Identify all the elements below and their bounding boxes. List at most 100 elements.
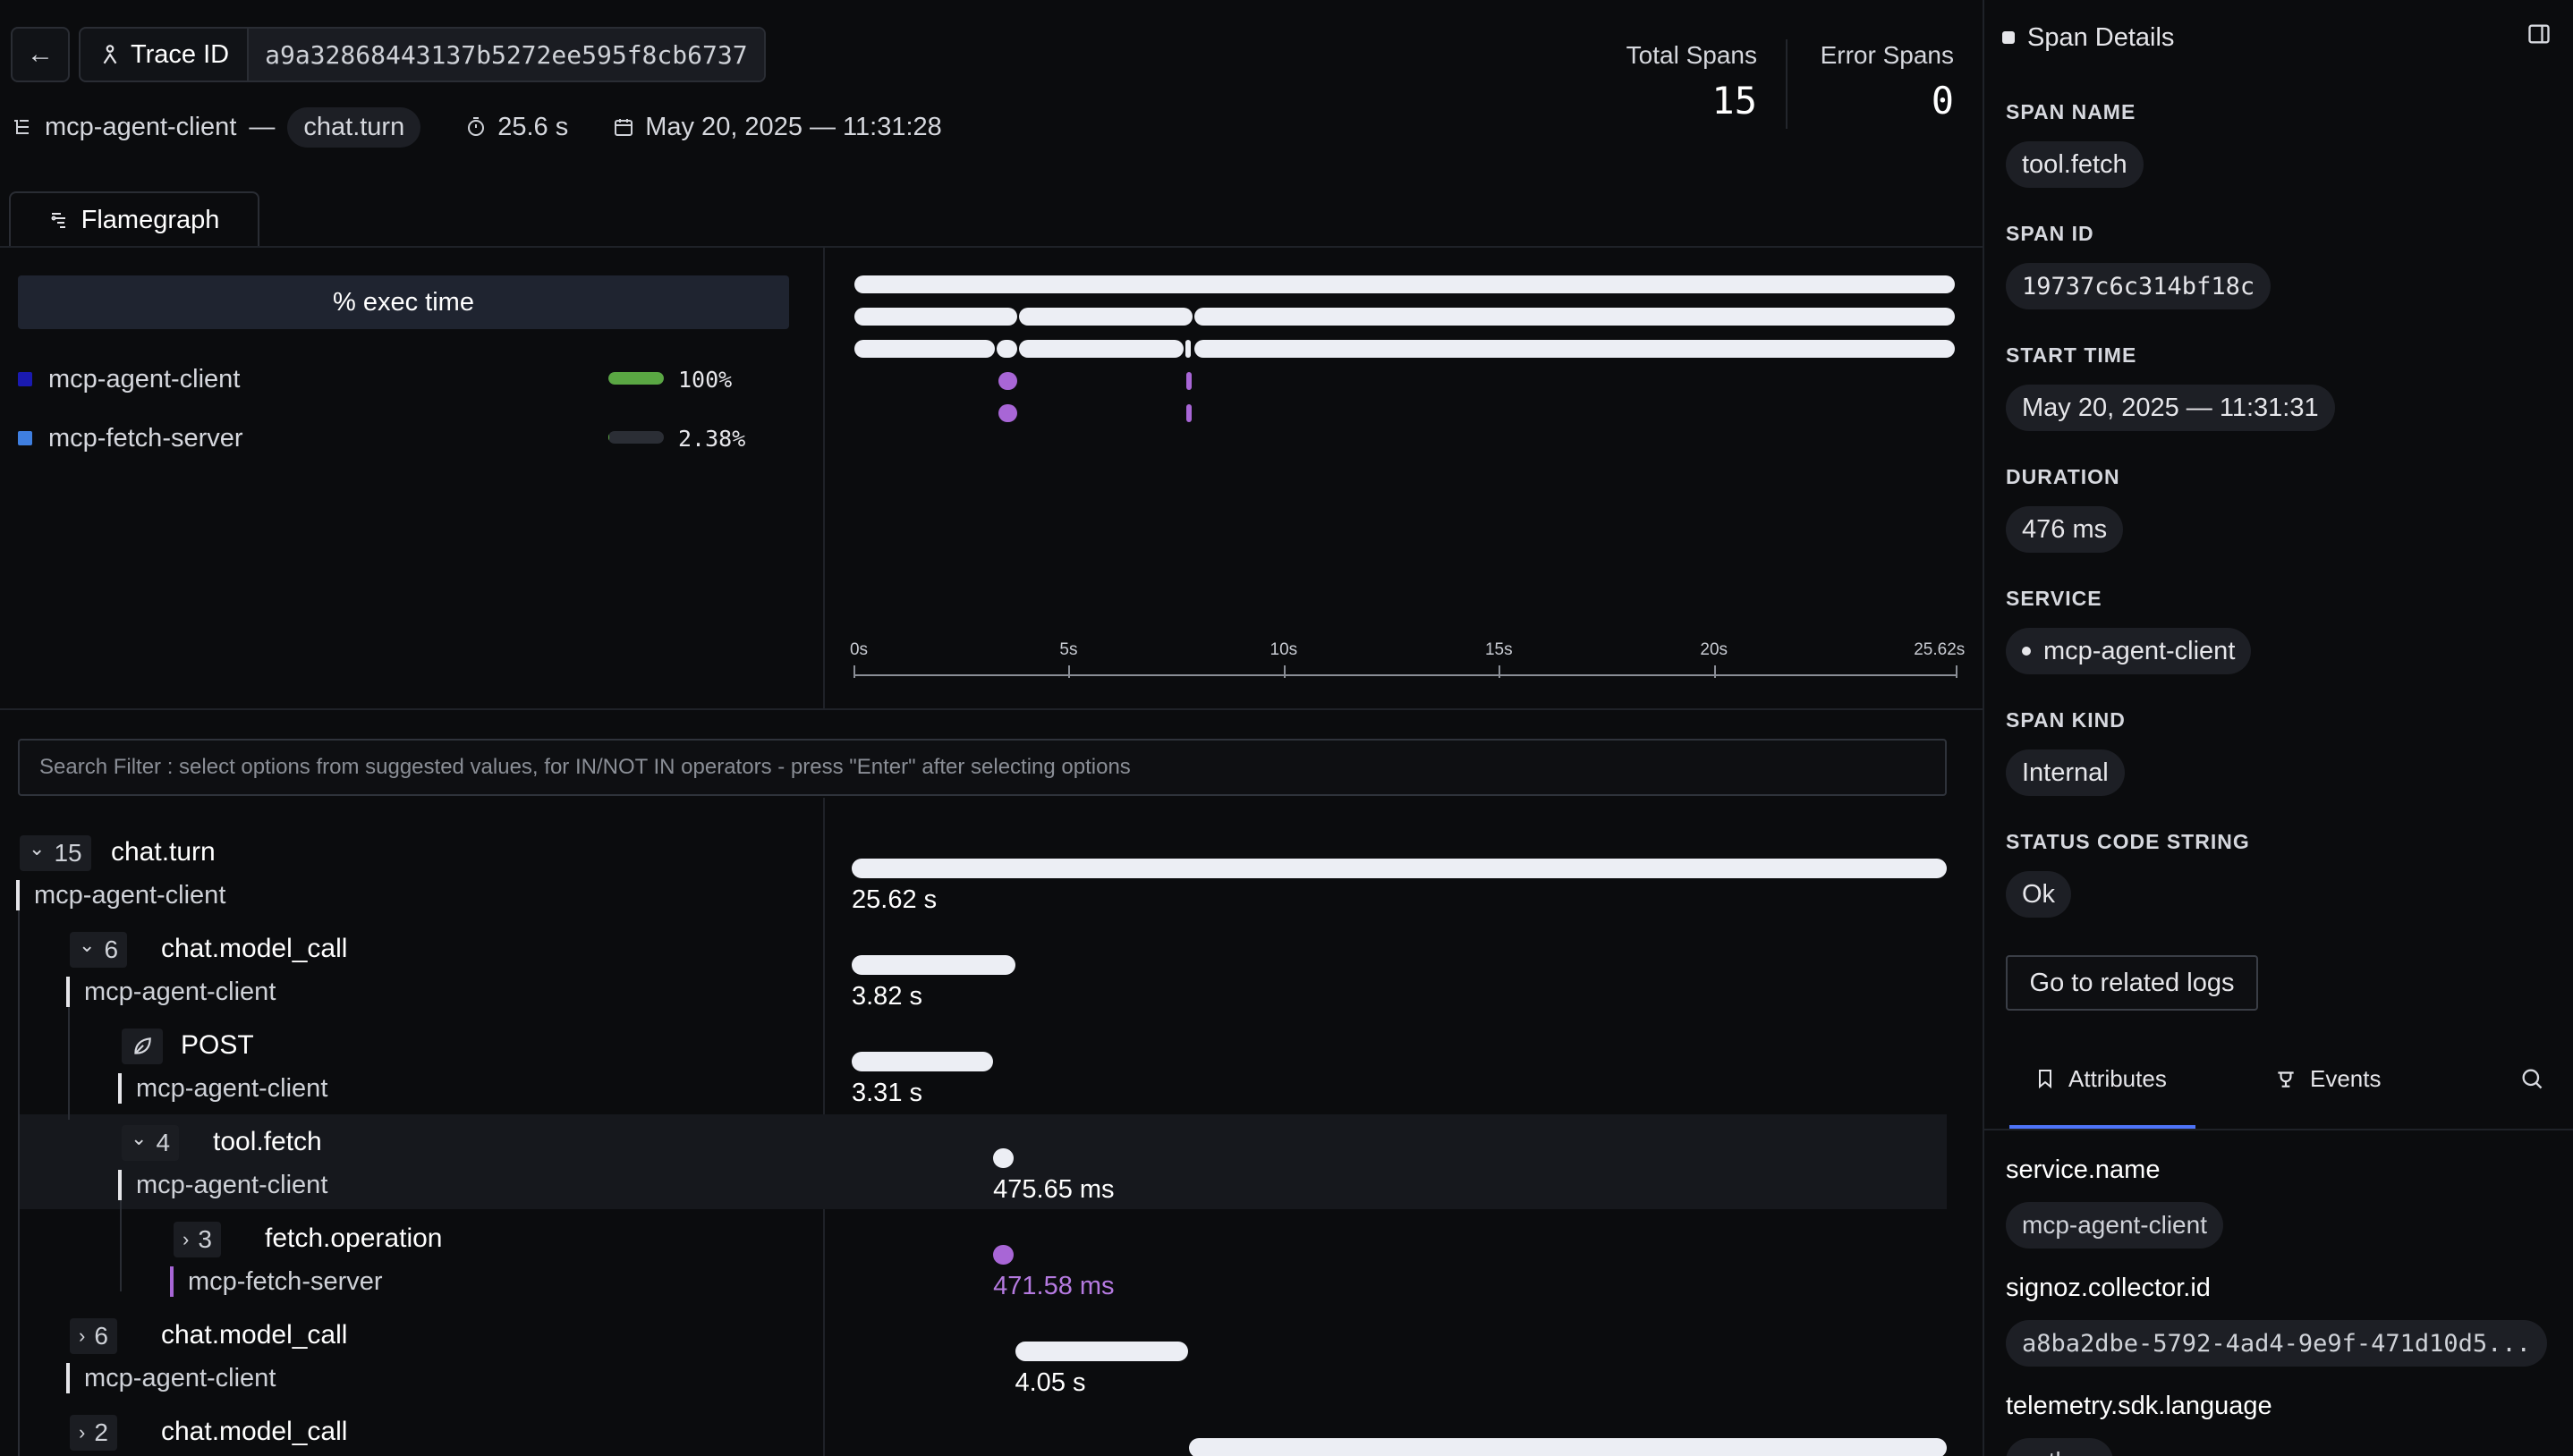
attr-value[interactable]: mcp-agent-client (2006, 1202, 2223, 1249)
span-kind-label: SPAN KIND (2006, 708, 2126, 732)
span-name-value: tool.fetch (2006, 141, 2144, 188)
span-duration: 471.58 ms (993, 1272, 1115, 1300)
span-name: chat.model_call (161, 1320, 348, 1350)
span-duration-bar[interactable] (852, 859, 1947, 878)
exec-pct-value: 100% (678, 366, 733, 393)
axis-tick (1499, 665, 1501, 678)
span-duration-bar[interactable] (993, 1148, 1015, 1168)
span-duration-bar[interactable] (852, 1052, 994, 1071)
exec-service-row[interactable]: mcp-agent-client 100% (18, 361, 789, 397)
related-logs-button[interactable]: Go to related logs (2006, 955, 2258, 1011)
status-label: STATUS CODE STRING (2006, 830, 2250, 853)
span-duration: 4.05 s (1015, 1368, 1086, 1397)
exec-time-header[interactable]: % exec time (18, 275, 789, 329)
axis-tick-label: 25.62s (1914, 640, 1966, 659)
service-color-tick (16, 880, 20, 910)
attr-value[interactable]: a8ba2dbe-5792-4ad4-9e9f-471d10d5... (2006, 1320, 2547, 1367)
span-duration-bar[interactable] (1015, 1342, 1188, 1361)
back-button[interactable]: ← (11, 27, 70, 82)
start-time-value: May 20, 2025 — 11:31:31 (2006, 385, 2335, 431)
span-name: POST (181, 1030, 254, 1060)
span-toggle[interactable]: ⌄ 4 (122, 1125, 180, 1161)
span-service-text: mcp-agent-client (84, 1363, 276, 1393)
span-toggle[interactable]: ⌄ 15 (20, 835, 91, 871)
exec-pct-value: 2.38% (678, 425, 746, 452)
span-name: chat.model_call (161, 1417, 348, 1446)
span-service: mcp-agent-client (66, 977, 276, 1007)
service-color-tick (118, 1170, 122, 1200)
span-details-header: Span Details (2002, 20, 2174, 55)
tab-flamegraph-label: Flamegraph (81, 205, 220, 234)
flame-span-bar[interactable] (998, 404, 1017, 422)
start-time-label: START TIME (2006, 343, 2137, 367)
child-count: 6 (104, 935, 119, 963)
flame-span-bar[interactable] (1185, 340, 1192, 358)
trace-id-label: Trace ID (131, 39, 230, 69)
attr-key: telemetry.sdk.language (2006, 1392, 2272, 1420)
tab-attributes-label: Attributes (2068, 1064, 2167, 1092)
collapse-panel-button[interactable] (2526, 21, 2552, 51)
chevron-down-icon: ⌄ (131, 1127, 148, 1149)
flame-span-bar[interactable] (854, 275, 1955, 293)
arrow-left-icon: ← (27, 39, 54, 69)
duration-value: 476 ms (2006, 506, 2124, 553)
service-value[interactable]: mcp-agent-client (2006, 628, 2252, 674)
span-name: tool.fetch (213, 1127, 322, 1156)
trace-id-value[interactable]: a9a32868443137b5272ee595f8cb6737 (249, 29, 764, 80)
span-toggle[interactable]: › 3 (174, 1222, 221, 1257)
active-tab-indicator (2009, 1125, 2195, 1129)
span-toggle[interactable]: › 6 (70, 1318, 117, 1354)
root-service: mcp-agent-client (45, 112, 237, 141)
details-square-icon (2002, 31, 2015, 44)
span-service: mcp-agent-client (118, 1170, 327, 1200)
trace-datetime: May 20, 2025 — 11:31:28 (645, 112, 942, 141)
span-name-label: SPAN NAME (2006, 100, 2136, 123)
flame-span-bar[interactable] (1018, 308, 1193, 326)
tab-events[interactable]: Events (2274, 1061, 2382, 1096)
exec-pct-bar (608, 372, 664, 385)
exec-service-row[interactable]: mcp-fetch-server 2.38% (18, 420, 789, 456)
span-toggle[interactable]: ⌄ 6 (70, 932, 128, 968)
span-toggle[interactable]: › 2 (70, 1415, 117, 1451)
attributes-search-button[interactable] (2519, 1066, 2544, 1096)
total-spans-label: Total Spans (1626, 41, 1757, 69)
chevron-down-icon: ⌄ (79, 934, 96, 956)
service-color-tick (66, 977, 70, 1007)
flame-span-bar[interactable] (998, 372, 1017, 390)
error-spans-stat: Error Spans 0 (1821, 41, 1954, 123)
search-input[interactable] (20, 741, 1945, 794)
span-duration-bar[interactable] (852, 955, 1015, 975)
span-toggle[interactable] (122, 1029, 163, 1064)
span-id-label: SPAN ID (2006, 222, 2094, 245)
span-duration-bar[interactable] (993, 1245, 1014, 1265)
flame-span-bar[interactable] (1018, 340, 1185, 358)
flame-span-bar[interactable] (1193, 308, 1955, 326)
axis-line (853, 674, 1956, 676)
span-search-filter[interactable] (18, 739, 1947, 796)
flame-span-bar[interactable] (854, 340, 996, 358)
span-service-text: mcp-agent-client (136, 1073, 328, 1103)
service-color-swatch (18, 431, 32, 445)
flame-span-bar[interactable] (854, 308, 1017, 326)
flame-span-bar[interactable] (997, 340, 1017, 358)
span-duration-bar[interactable] (1189, 1438, 1947, 1456)
flame-split (823, 248, 825, 709)
attr-value[interactable]: python (2006, 1438, 2114, 1456)
service-dot (2022, 647, 2031, 656)
span-id-value[interactable]: 19737c6c314bf18c (2006, 263, 2272, 309)
exec-service-name: mcp-fetch-server (48, 423, 243, 453)
tabs-underline-track (1984, 1129, 2573, 1130)
tree-icon (14, 120, 29, 134)
tab-flamegraph[interactable]: Flamegraph (9, 191, 259, 247)
flame-span-bar[interactable] (1186, 372, 1193, 390)
error-spans-value: 0 (1931, 79, 1954, 123)
trace-duration: 25.6 s (497, 112, 569, 141)
flame-bottom-divider (0, 708, 1983, 710)
trace-meta: mcp-agent-client — chat.turn 25.6 s May … (11, 104, 942, 150)
status-value: Ok (2006, 871, 2072, 918)
calendar-icon (615, 119, 633, 136)
flame-span-bar[interactable] (1193, 340, 1955, 358)
attr-key: signoz.collector.id (2006, 1274, 2211, 1302)
tab-attributes[interactable]: Attributes (2034, 1061, 2167, 1096)
flame-span-bar[interactable] (1186, 404, 1193, 422)
